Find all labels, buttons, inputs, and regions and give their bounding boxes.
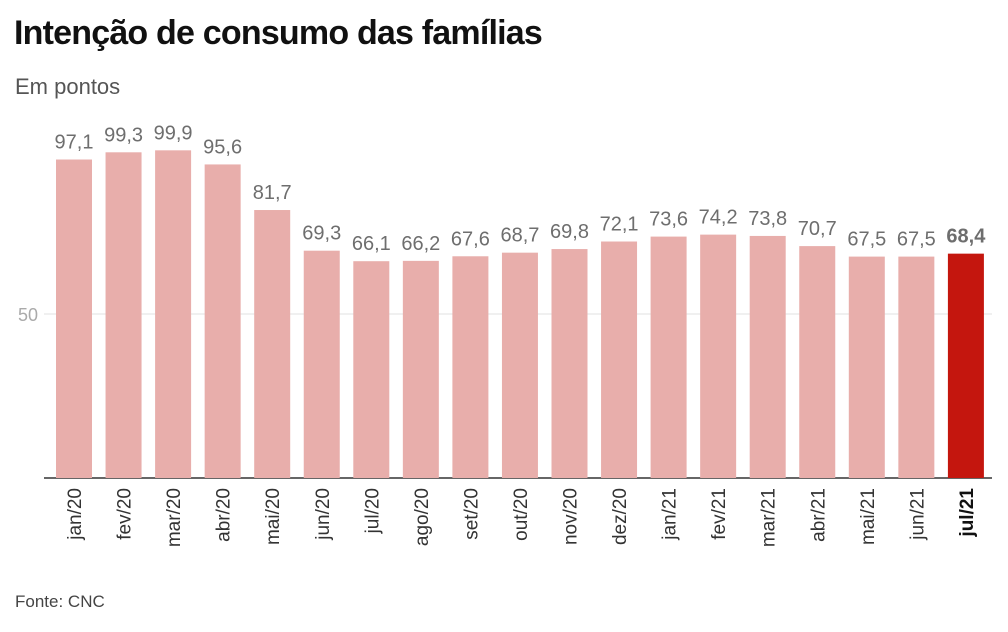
x-tick-label: jan/21 xyxy=(660,488,681,541)
x-tick-label: jul/21 xyxy=(957,488,978,538)
x-tick-label: dez/20 xyxy=(610,488,631,545)
value-label: 74,2 xyxy=(699,207,738,229)
x-tick-label: abr/20 xyxy=(214,488,235,542)
chart-title: Intenção de consumo das famílias xyxy=(14,14,543,52)
value-label: 73,6 xyxy=(649,209,688,231)
x-tick-label: fev/21 xyxy=(709,488,730,540)
value-label: 68,7 xyxy=(500,225,539,247)
bar-set-20 xyxy=(452,256,489,478)
x-tick-label: mar/21 xyxy=(759,488,780,547)
x-tick-label: jun/20 xyxy=(313,488,334,541)
x-tick-label: mai/20 xyxy=(263,488,284,545)
bar-ago-20 xyxy=(402,260,439,478)
bar-fev-21 xyxy=(700,234,737,478)
x-tick-label: nov/20 xyxy=(561,488,582,545)
value-label: 69,8 xyxy=(550,221,589,243)
value-label: 73,8 xyxy=(748,208,787,230)
value-label: 70,7 xyxy=(798,218,837,240)
x-tick-label: jun/21 xyxy=(907,488,928,541)
value-label: 67,5 xyxy=(897,229,936,251)
value-label: 66,1 xyxy=(352,233,391,255)
bar-abr-21 xyxy=(799,246,836,478)
bar-chart: 50 97,1 jan/20 99,3 fev/20 99,9 mar/20 95,6 abr/… xyxy=(18,122,992,547)
value-label: 95,6 xyxy=(203,136,242,158)
bar-jan-21 xyxy=(650,236,687,478)
value-label: 97,1 xyxy=(55,132,94,154)
x-tick-label: jan/20 xyxy=(65,488,86,541)
value-label: 67,6 xyxy=(451,228,490,250)
label-layer: 50 97,1 jan/20 99,3 fev/20 99,9 mar/20 95,6 abr/… xyxy=(18,122,986,547)
bar-jul-20 xyxy=(353,261,390,478)
bar-jun-21 xyxy=(898,256,935,478)
value-label: 99,9 xyxy=(154,122,193,144)
bar-jun-20 xyxy=(303,250,340,478)
x-tick-label: out/20 xyxy=(511,488,532,541)
source-note: Fonte: CNC xyxy=(15,592,105,611)
bar-jul-21 xyxy=(947,253,984,478)
x-tick-label: fev/20 xyxy=(115,488,136,540)
value-label: 67,5 xyxy=(847,229,886,251)
value-label: 69,3 xyxy=(302,223,341,245)
x-tick-label: set/20 xyxy=(461,488,482,540)
value-label: 68,4 xyxy=(946,226,986,248)
bar-dez-20 xyxy=(601,241,638,478)
value-label: 99,3 xyxy=(104,124,143,146)
x-tick-label: mai/21 xyxy=(858,488,879,545)
x-tick-label: jul/20 xyxy=(362,488,383,534)
bar-out-20 xyxy=(501,252,538,478)
value-label: 81,7 xyxy=(253,182,292,204)
value-label: 66,2 xyxy=(401,233,440,255)
y-tick-label: 50 xyxy=(18,305,38,325)
bar-abr-20 xyxy=(204,164,241,478)
bar-layer xyxy=(56,150,984,479)
x-tick-label: ago/20 xyxy=(412,488,433,546)
bar-mar-21 xyxy=(749,235,786,478)
x-tick-label: mar/20 xyxy=(164,488,185,547)
bar-mai-20 xyxy=(254,210,291,479)
bar-mai-21 xyxy=(848,256,885,478)
x-tick-label: abr/21 xyxy=(808,488,829,542)
value-label: 72,1 xyxy=(600,214,639,236)
bar-jan-20 xyxy=(56,159,92,478)
bar-mar-20 xyxy=(155,150,192,478)
bar-fev-20 xyxy=(105,152,142,478)
chart-subtitle: Em pontos xyxy=(15,74,121,99)
bar-nov-20 xyxy=(551,249,588,478)
